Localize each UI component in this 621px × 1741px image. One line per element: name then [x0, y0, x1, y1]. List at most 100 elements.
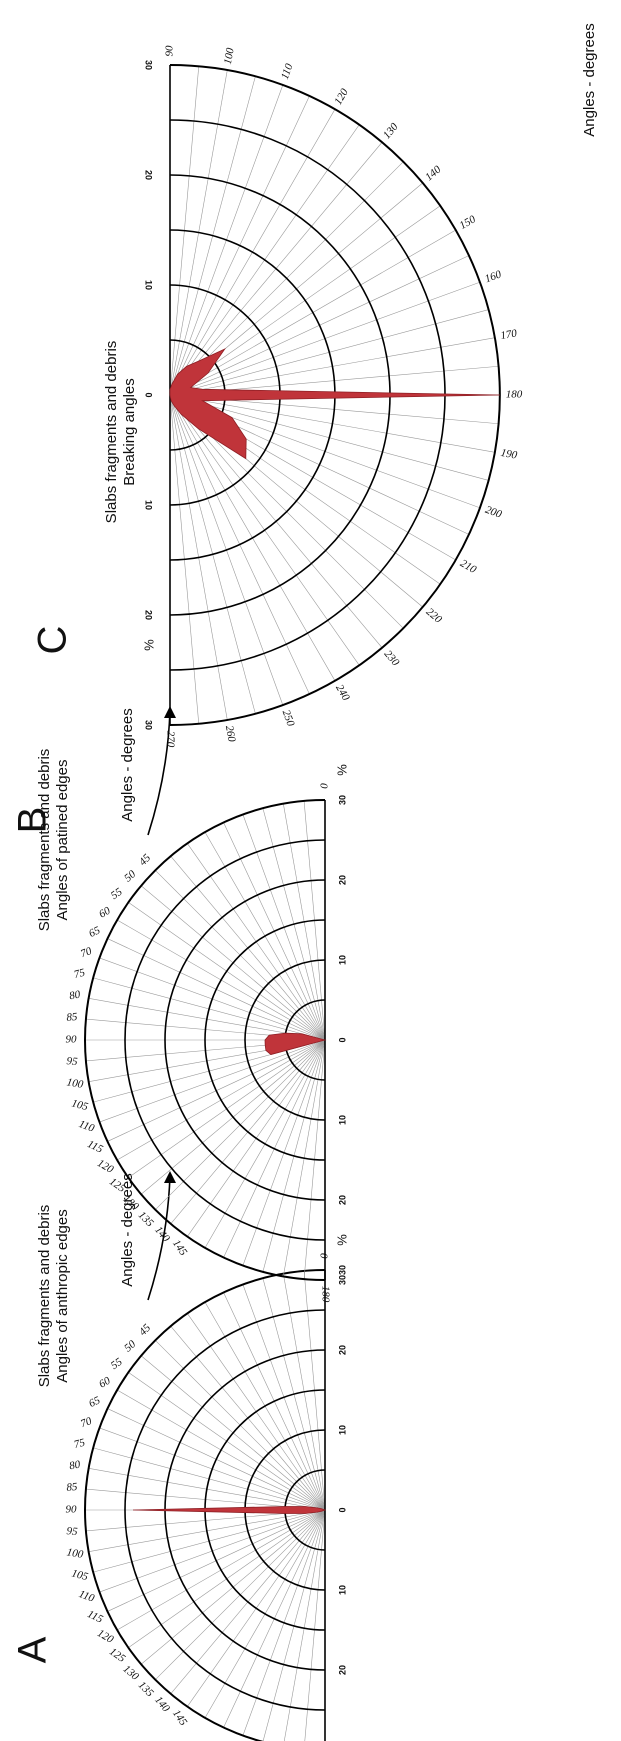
scale-ring: [84, 799, 326, 1281]
unit-label: %: [334, 1234, 349, 1246]
angle-tick-label: 145: [170, 1238, 190, 1259]
angle-tick-label: 95: [66, 1525, 79, 1538]
radial-tick-label: 10: [337, 1115, 347, 1125]
angle-tick-label: 130: [381, 121, 401, 142]
angle-tick-label: 150: [458, 213, 479, 232]
panel-a-rose-diagram: 3020100102030%04550556065707580859095100…: [11, 1171, 349, 1741]
angle-tick-label: 75: [73, 966, 87, 981]
angle-tick-label: 85: [66, 1011, 79, 1024]
angle-tick-label: 130: [121, 1663, 142, 1683]
angle-tick-label: 45: [137, 852, 154, 869]
angle-tick-label: 220: [424, 606, 445, 626]
angle-tick-label: 85: [66, 1481, 79, 1494]
radial-tick-label: 10: [337, 955, 347, 965]
angle-tick-label: 105: [70, 1097, 90, 1113]
angle-tick-label: 115: [85, 1138, 105, 1156]
panel-letter: B: [11, 807, 55, 834]
angle-tick-label: 55: [109, 1356, 125, 1372]
angle-tick-label: 80: [68, 988, 81, 1002]
angle-tick-label: 180: [319, 1286, 331, 1303]
radial-tick-label: 20: [144, 610, 154, 620]
scale-ring: [124, 839, 326, 1241]
radial-tick-label: 20: [144, 170, 154, 180]
scale-ring: [244, 959, 326, 1121]
angle-tick-label: 120: [95, 1157, 116, 1176]
rose-area: [169, 348, 501, 460]
radial-tick-label: 10: [144, 500, 154, 510]
radial-tick-label: 30: [144, 720, 154, 730]
radial-tick-label: 30: [337, 795, 347, 805]
angle-tick-label: 50: [122, 868, 139, 885]
angle-tick-label: 95: [66, 1055, 79, 1068]
angle-tick-label: 90: [66, 1504, 78, 1516]
angle-tick-label: 170: [500, 327, 519, 342]
chart-title-line-1: Slabs fragments and debris: [36, 1205, 53, 1388]
unit-label: %: [334, 764, 349, 776]
angle-tick-label: 100: [66, 1546, 85, 1561]
spoke-line: [304, 1509, 326, 1741]
angle-tick-label: 250: [280, 708, 297, 728]
angle-tick-label: 105: [70, 1567, 90, 1583]
radial-tick-label: 30: [337, 1265, 347, 1275]
radial-tick-label: 20: [337, 875, 347, 885]
unit-label: %: [142, 639, 157, 651]
angle-tick-label: 65: [87, 1394, 102, 1410]
angle-tick-label: 180: [506, 389, 523, 401]
angle-axis-label: Angles - degrees: [581, 23, 598, 136]
angle-tick-label: 80: [68, 1458, 81, 1472]
angle-tick-label: 240: [333, 683, 352, 704]
angle-tick-label: 230: [382, 648, 402, 669]
direction-arrow: [147, 1174, 171, 1301]
angle-tick-label: 90: [66, 1034, 78, 1046]
angle-tick-label: 260: [223, 725, 238, 744]
chart-title-line-1: Slabs fragments and debris: [103, 341, 120, 524]
angle-tick-label: 90: [164, 45, 176, 57]
radial-tick-label: 30: [144, 60, 154, 70]
angle-tick-label: 210: [458, 557, 479, 576]
angle-tick-label: 60: [97, 904, 113, 920]
angle-tick-label: 110: [77, 1588, 96, 1605]
angle-tick-label: 0: [319, 783, 331, 789]
chart-title-line-2: Angles of patined edges: [54, 760, 71, 921]
scale-ring: [124, 1309, 326, 1711]
angle-tick-label: 65: [87, 924, 102, 940]
angle-tick-label: 145: [170, 1708, 190, 1729]
angle-tick-label: 135: [136, 1679, 157, 1700]
angle-axis-label: Angles - degrees: [119, 1173, 136, 1286]
radial-tick-label: 0: [144, 392, 154, 397]
arrow-head: [164, 1171, 176, 1183]
angle-tick-label: 70: [79, 1415, 94, 1430]
angle-tick-label: 120: [332, 86, 351, 107]
angle-tick-label: 140: [152, 1694, 172, 1715]
radial-tick-label: 30: [337, 1275, 347, 1285]
angle-tick-label: 270: [164, 731, 176, 748]
angle-tick-label: 200: [484, 504, 504, 521]
angle-tick-label: 50: [122, 1338, 139, 1355]
panel-letter: A: [11, 1636, 55, 1663]
angle-tick-label: 140: [152, 1224, 172, 1245]
radial-tick-label: 20: [337, 1665, 347, 1675]
angle-tick-label: 115: [85, 1608, 105, 1626]
scale-ring: [164, 879, 326, 1201]
angle-tick-label: 110: [77, 1118, 96, 1135]
scale-ring: [204, 919, 326, 1161]
angle-tick-label: 70: [79, 945, 94, 960]
rose-area: [132, 1506, 327, 1514]
chart-title-line-2: Angles of anthropic edges: [54, 1209, 71, 1382]
angle-tick-label: 190: [500, 447, 519, 462]
angle-tick-label: 55: [109, 886, 125, 902]
angle-tick-label: 100: [222, 46, 237, 65]
angle-tick-label: 160: [483, 268, 503, 285]
radial-tick-label: 10: [337, 1425, 347, 1435]
radial-tick-label: 20: [337, 1195, 347, 1205]
radial-tick-label: 10: [144, 280, 154, 290]
chart-title-line-1: Slabs fragments and debris: [36, 749, 53, 932]
angle-tick-label: 135: [136, 1209, 157, 1230]
angle-tick-label: 45: [137, 1322, 154, 1339]
angle-tick-label: 110: [279, 62, 296, 81]
radial-tick-label: 0: [337, 1507, 347, 1512]
angle-tick-label: 140: [423, 163, 444, 183]
angle-tick-label: 100: [66, 1076, 85, 1091]
chart-title-line-2: Breaking angles: [121, 378, 138, 486]
